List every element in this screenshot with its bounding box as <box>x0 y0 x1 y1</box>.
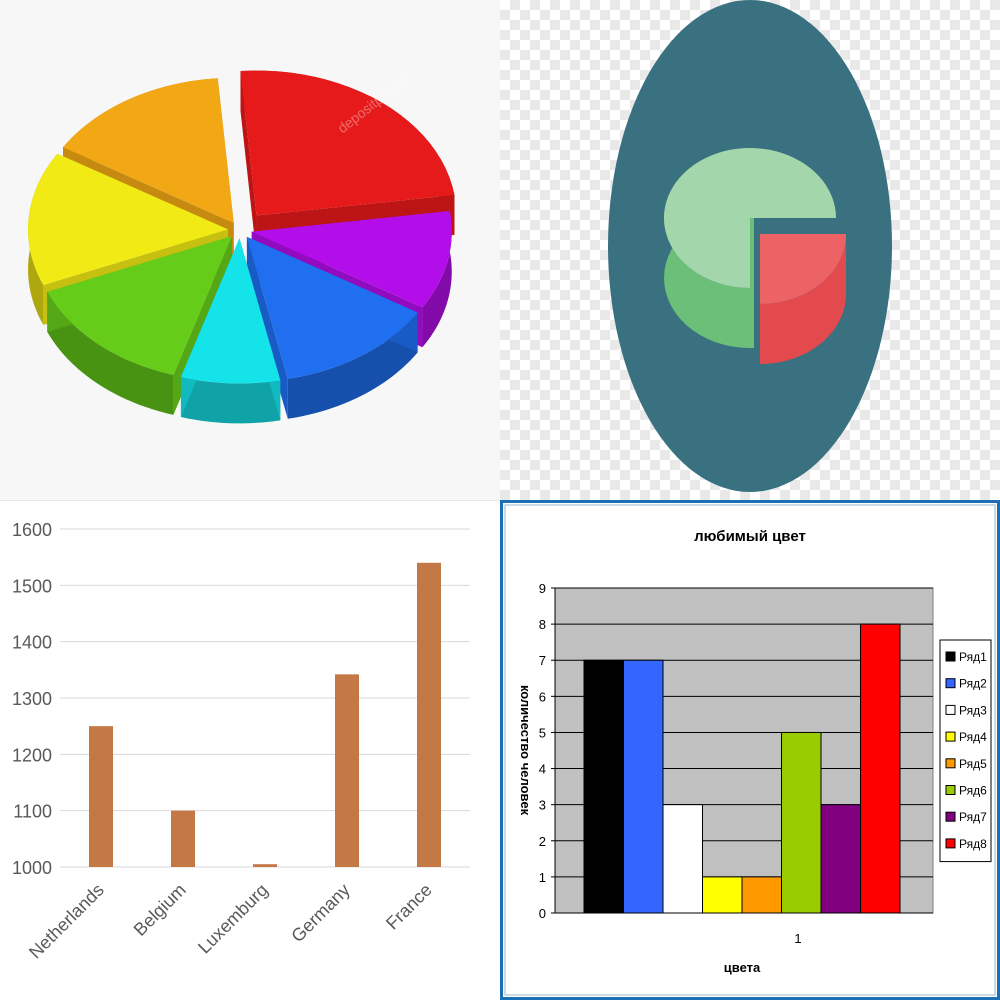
legend-swatch <box>945 731 956 742</box>
y-axis-label: количество человек <box>518 685 533 816</box>
legend-label: Ряд1 <box>959 650 987 664</box>
y-tick-label: 1400 <box>12 633 52 653</box>
y-tick-label: 1000 <box>12 858 52 878</box>
icon-small-slice <box>760 234 846 364</box>
pie-3d-chart <box>28 70 455 424</box>
icon-small-slice-top <box>760 234 846 304</box>
bar <box>253 864 277 867</box>
bar <box>820 804 861 914</box>
bar <box>89 726 113 867</box>
legend-swatch <box>945 678 956 689</box>
x-tick-label: 1 <box>794 931 801 946</box>
bar <box>583 659 624 914</box>
legend-swatch <box>945 758 956 769</box>
pie-slice-top <box>47 236 232 375</box>
legend-label: Ряд8 <box>959 837 987 851</box>
icon-large-slice <box>664 148 836 348</box>
legend-label: Ряд3 <box>959 703 987 717</box>
bar <box>662 804 703 914</box>
pie-slice-top <box>63 78 234 223</box>
bar <box>860 623 901 914</box>
pie-slice-top <box>180 238 281 384</box>
pie-slice-top <box>251 211 452 308</box>
pie-slice-side <box>422 211 452 348</box>
chart-inner-frame <box>504 504 996 996</box>
y-tick-label: 9 <box>539 581 546 596</box>
icon-large-slice-top <box>664 148 836 288</box>
y-tick-label: 1200 <box>12 745 52 765</box>
legend-swatch <box>945 811 956 822</box>
legend-swatch <box>945 651 956 662</box>
bar <box>741 876 782 914</box>
favorite-color-chart: любимый цвет 0 1 2 3 4 5 6 7 8 9 1 цвета количество ч… <box>500 500 1000 1000</box>
y-tick-label: 8 <box>539 617 546 632</box>
x-tick-label: Netherlands <box>25 880 108 963</box>
pie-3d-panel: depositphotos <box>0 0 500 500</box>
y-tick-label: 1300 <box>12 689 52 709</box>
legend-label: Ряд7 <box>959 810 987 824</box>
legend-box <box>939 639 992 863</box>
y-tick-label: 4 <box>539 762 546 777</box>
bar <box>171 810 195 867</box>
pie-slice-top <box>28 153 229 286</box>
pie-slice-side <box>47 291 174 415</box>
bar <box>702 876 743 914</box>
legend-swatch <box>945 785 956 795</box>
bar <box>335 674 359 867</box>
pie-slice-side <box>180 377 281 424</box>
chart-title: любимый цвет <box>694 528 806 545</box>
pie-slice-wall <box>240 71 257 256</box>
pie-icon-panel <box>500 0 1000 500</box>
pie-slice <box>180 238 281 424</box>
legend-label: Ряд6 <box>959 784 987 798</box>
pie-slice-top <box>240 70 455 216</box>
bar <box>623 659 664 914</box>
x-tick-label: France <box>382 880 436 934</box>
legend-swatch <box>945 838 956 849</box>
legend-label: Ряд2 <box>959 677 987 691</box>
y-tick-label: 1100 <box>13 802 52 822</box>
pie-slice-top <box>246 236 418 379</box>
pie-slice-side <box>287 312 418 419</box>
y-tick-label: 2 <box>539 834 546 849</box>
favorite-color-panel: любимый цвет 0 1 2 3 4 5 6 7 8 9 1 цвета количество ч… <box>500 500 1000 1000</box>
icon-large-slice-wall <box>750 218 754 348</box>
x-tick-label: Luxemburg <box>194 880 272 958</box>
legend-label: Ряд4 <box>959 730 987 744</box>
legend-swatch <box>945 704 956 715</box>
legend-label: Ряд5 <box>959 757 987 771</box>
y-tick-label: 1600 <box>12 520 52 540</box>
country-bar-chart: 1000 1100 1200 1300 1400 1500 1600 Netherlands B… <box>12 520 470 963</box>
bar <box>417 562 441 867</box>
y-tick-label: 3 <box>539 798 546 813</box>
icon-small-slice-side <box>760 234 846 364</box>
y-tick-label: 5 <box>539 725 546 740</box>
y-tick-label: 1 <box>539 870 546 885</box>
y-tick-label: 7 <box>539 653 546 668</box>
country-bar-panel: 1000 1100 1200 1300 1400 1500 1600 Netherlands B… <box>0 500 500 1000</box>
pie-icon-chart <box>608 0 892 492</box>
x-tick-label: Germany <box>287 880 353 946</box>
x-axis-label: цвета <box>724 960 761 975</box>
x-tick-label: Belgium <box>130 880 190 940</box>
y-tick-label: 0 <box>539 906 546 921</box>
y-tick-label: 1500 <box>12 576 52 596</box>
y-tick-label: 6 <box>539 689 546 704</box>
bar <box>781 731 822 914</box>
